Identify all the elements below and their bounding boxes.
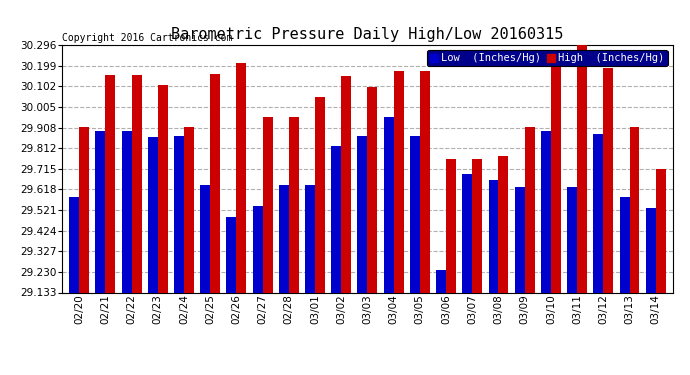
Bar	[515, 187, 524, 292]
Bar	[420, 71, 430, 292]
Bar	[446, 159, 456, 292]
Bar	[577, 45, 587, 292]
Bar	[158, 85, 168, 292]
Bar	[253, 206, 263, 292]
Bar	[106, 75, 115, 292]
Bar	[226, 216, 237, 292]
Bar	[593, 134, 603, 292]
Bar	[393, 71, 404, 292]
Bar	[263, 117, 273, 292]
Bar	[237, 63, 246, 292]
Title: Barometric Pressure Daily High/Low 20160315: Barometric Pressure Daily High/Low 20160…	[171, 27, 564, 42]
Bar	[436, 270, 446, 292]
Bar	[95, 131, 106, 292]
Bar	[331, 146, 342, 292]
Bar	[79, 127, 89, 292]
Bar	[551, 65, 561, 292]
Bar	[384, 117, 393, 292]
Bar	[629, 127, 640, 292]
Bar	[132, 75, 141, 292]
Bar	[498, 156, 509, 292]
Bar	[210, 74, 220, 292]
Bar	[148, 137, 158, 292]
Legend: Low  (Inches/Hg), High  (Inches/Hg): Low (Inches/Hg), High (Inches/Hg)	[427, 50, 667, 66]
Bar	[524, 127, 535, 292]
Bar	[200, 184, 210, 292]
Bar	[305, 184, 315, 292]
Text: Copyright 2016 Cartronics.com: Copyright 2016 Cartronics.com	[62, 33, 233, 42]
Bar	[567, 187, 577, 292]
Bar	[69, 197, 79, 292]
Bar	[462, 174, 472, 292]
Bar	[489, 180, 498, 292]
Bar	[541, 131, 551, 292]
Bar	[357, 136, 368, 292]
Bar	[656, 169, 666, 292]
Bar	[603, 68, 613, 292]
Bar	[342, 76, 351, 292]
Bar	[315, 98, 325, 292]
Bar	[174, 136, 184, 292]
Bar	[121, 131, 132, 292]
Bar	[620, 197, 629, 292]
Bar	[368, 87, 377, 292]
Bar	[472, 159, 482, 292]
Bar	[410, 136, 420, 292]
Bar	[279, 184, 289, 292]
Bar	[289, 117, 299, 292]
Bar	[646, 208, 656, 292]
Bar	[184, 127, 194, 292]
